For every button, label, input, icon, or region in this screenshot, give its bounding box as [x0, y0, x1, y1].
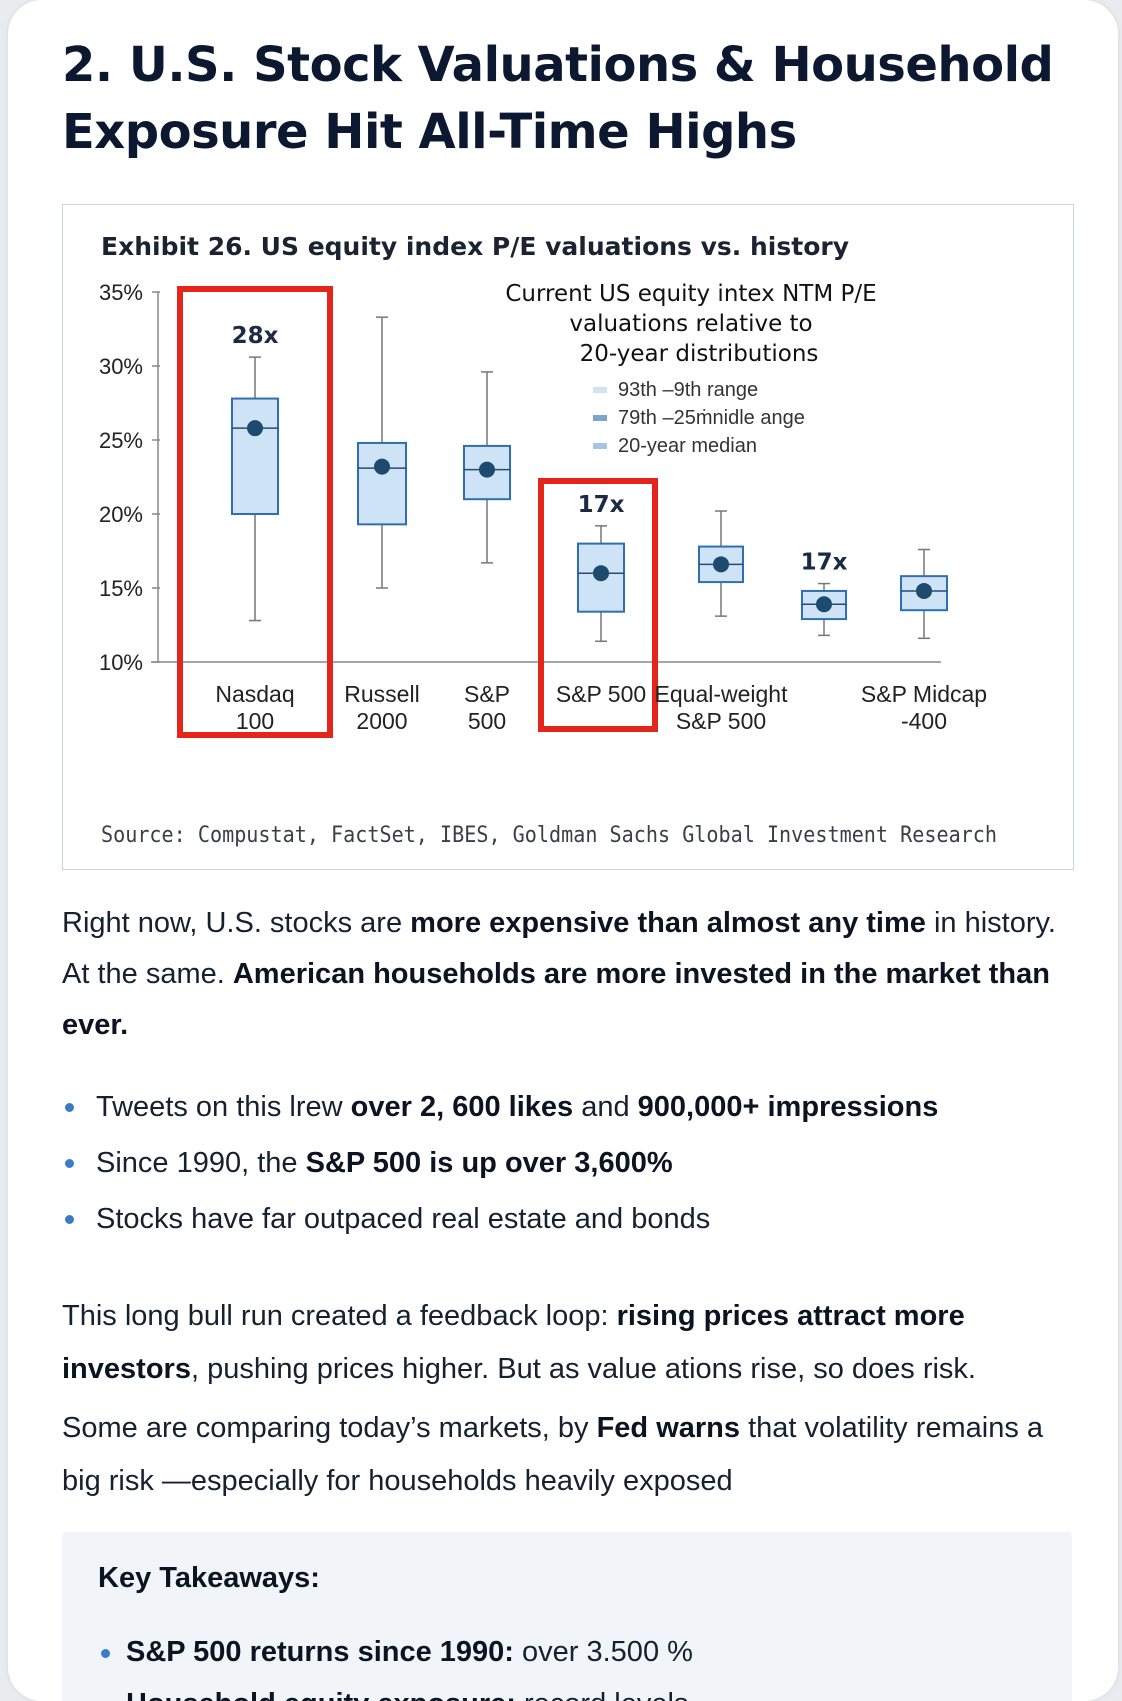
key-takeaways-list: S&P 500 returns since 1990: over 3.500 %… [98, 1628, 1058, 1701]
key-takeaways-box: Key Takeaways: S&P 500 returns since 199… [62, 1532, 1072, 1701]
article-card: 2. U.S. Stock Valuations & Household Exp… [8, 0, 1118, 1701]
bold-text: over 2, 600 likes [350, 1091, 574, 1123]
text-run: Since 1990, the [96, 1147, 306, 1179]
bold-text: more expensive than almost any time [410, 907, 926, 939]
legend-swatch [593, 415, 607, 421]
text-run: , pushing prices higher. But as value at… [190, 1353, 976, 1385]
text-run: record levels [516, 1688, 688, 1701]
data-label: 17x [578, 492, 625, 518]
x-category-label: S&P 500 [556, 681, 646, 707]
x-category-label: 2000 [356, 708, 407, 734]
chart-legend: 93th –9th range 79th –25ṁnidle ange 20-yea… [593, 379, 805, 457]
x-category-label: S&P [464, 681, 510, 707]
bold-text: rising prices attract more investors [62, 1300, 965, 1385]
current-dot [247, 420, 263, 437]
inset-title-line: 20-year distributions [580, 341, 819, 367]
current-dot [593, 565, 609, 582]
legend-label: 93th –9th range [618, 379, 758, 401]
x-category-label: 500 [468, 708, 506, 734]
chart-inset-title: Current US equity intex NTM P/E valuation… [505, 281, 876, 367]
y-tick-label: 15% [99, 576, 143, 601]
chart-figure: Exhibit 26. US equity index P/E valuatio… [62, 204, 1074, 870]
y-tick-label: 30% [99, 354, 143, 379]
chart-title: Exhibit 26. US equity index P/E valuatio… [101, 232, 849, 261]
x-category-label: S&P 500 [676, 708, 766, 734]
box-iqr [357, 441, 407, 526]
text-run: over 3.500 % [513, 1636, 693, 1668]
fed-warning-paragraph: Some are comparing today’s markets, by F… [62, 1402, 1074, 1508]
bullet-item: Tweets on this lrew over 2, 600 likes an… [62, 1082, 1072, 1138]
bold-text: S&P 500 is up over 3,600% [305, 1147, 673, 1179]
box-iqr [231, 397, 279, 515]
current-dot [916, 582, 932, 599]
text-run: Tweets on this lrew [96, 1091, 351, 1123]
text-run: and [573, 1091, 638, 1123]
highlight-box [538, 478, 658, 732]
y-axis: 35% 30% 25% 20% 15% 10% [99, 280, 941, 675]
intro-paragraph: Right now, U.S. stocks are more expensiv… [62, 898, 1074, 1051]
bold-text: S&P 500 returns since 1990: [126, 1636, 514, 1668]
y-tick-label: 35% [99, 280, 143, 305]
inset-title-line: valuations relative to [569, 311, 812, 337]
legend-label: 79th –25ṁnidle ange [618, 407, 805, 429]
highlight-box [177, 286, 333, 738]
bold-text: American households are more invested in… [62, 958, 1050, 1041]
chart-source: Source: Compustat, FactSet, IBES, Goldma… [101, 823, 997, 848]
box-7: S&P Midcap-400 [861, 548, 987, 734]
x-category-label: Russell [344, 681, 419, 707]
y-tick-label: 10% [99, 650, 143, 675]
bullet-item: Since 1990, the S&P 500 is up over 3,600… [62, 1138, 1072, 1194]
x-category-label: -400 [901, 708, 947, 734]
y-tick-label: 20% [99, 502, 143, 527]
stats-bullet-list: Tweets on this lrew over 2, 600 likes an… [62, 1082, 1072, 1250]
x-category-label: S&P Midcap [861, 681, 987, 707]
data-label: 17x [801, 550, 848, 576]
text-run: that volatility remains a big risk —espe… [62, 1412, 1044, 1497]
text-run: This long bull run created a feedback lo… [62, 1300, 617, 1332]
text-run: Some are comparing today’s markets, by [62, 1412, 597, 1444]
bold-text: Fed warns [596, 1412, 741, 1444]
article-title: 2. U.S. Stock Valuations & Household Exp… [62, 37, 1054, 160]
current-dot [816, 596, 832, 613]
feedback-loop-paragraph: This long bull run created a feedback lo… [62, 1290, 1074, 1396]
text-run: in history. At the same. [62, 907, 1056, 990]
x-category-label: 100 [236, 708, 274, 734]
y-tick-label: 25% [99, 428, 143, 453]
bold-text: 900,000+ impressions [637, 1091, 939, 1123]
box-6: 17x [801, 550, 848, 637]
data-label: 28x [232, 323, 279, 349]
takeaway-item: S&P 500 returns since 1990: over 3.500 % [98, 1628, 1058, 1680]
legend-swatch [593, 387, 607, 393]
legend-label: 20-year median [618, 435, 757, 457]
x-category-label: Nasdaq [215, 681, 294, 707]
takeaway-item: Household equity exposure: record levels [98, 1680, 1058, 1701]
legend-swatch [593, 443, 607, 449]
current-dot [374, 458, 390, 475]
boxplot-chart: Exhibit 26. US equity index P/E valuatio… [99, 232, 997, 848]
key-takeaways-title: Key Takeaways: [98, 1562, 320, 1594]
text-run: Stocks have far outpaced real estate and… [96, 1203, 711, 1235]
bold-text: Household equity exposure: [126, 1688, 516, 1701]
inset-title-line: Current US equity intex NTM P/E [505, 281, 876, 307]
bullet-item: Stocks have far outpaced real estate and… [62, 1194, 1072, 1250]
current-dot [479, 461, 495, 478]
x-category-label: Equal-weight [655, 681, 789, 707]
box-4: 17x S&P 500 [538, 478, 658, 732]
text-run: Right now, U.S. stocks are [62, 907, 411, 939]
current-dot [713, 556, 729, 573]
